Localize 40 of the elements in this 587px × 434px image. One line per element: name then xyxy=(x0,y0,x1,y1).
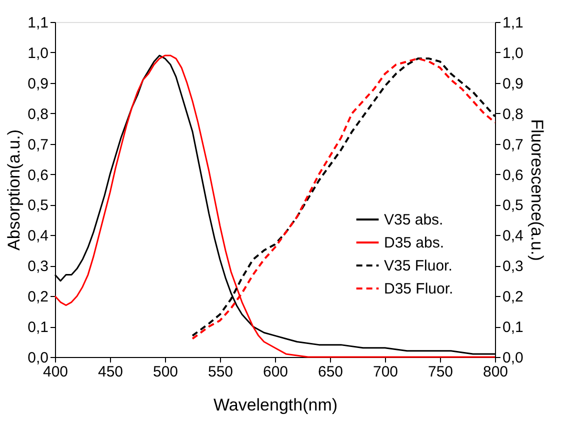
x-tick-label: 450 xyxy=(98,364,124,380)
y2-tick-label: 0,8 xyxy=(502,106,524,123)
y2-tick-label: 0,0 xyxy=(502,350,524,366)
x-tick-label: 750 xyxy=(428,364,454,380)
y-tick-label: 0,2 xyxy=(28,288,48,306)
y2-tick-label: 1,0 xyxy=(502,44,524,62)
y2-tick-label: 0,5 xyxy=(502,197,524,214)
x-tick-label: 600 xyxy=(262,364,288,380)
y2-tick-label: 0,9 xyxy=(502,75,524,92)
x-tick-label: 700 xyxy=(372,364,398,380)
legend-label: D35 Fluor. xyxy=(384,280,454,298)
y-tick-label: 0,3 xyxy=(28,258,48,276)
y-axis-title: Absorption(a.u.) xyxy=(4,130,24,250)
y2-tick-label: 0,4 xyxy=(502,228,524,245)
y2-axis-title: Fluorescence(a.u.) xyxy=(527,119,546,261)
y-tick-label: 0,5 xyxy=(28,197,48,214)
y-tick-label: 0,0 xyxy=(28,350,48,366)
x-tick-label: 800 xyxy=(482,364,508,380)
x-tick-label: 650 xyxy=(318,364,344,380)
x-tick-label: 500 xyxy=(152,364,178,380)
y2-tick-label: 0,2 xyxy=(502,288,524,306)
y2-tick-label: 0,1 xyxy=(502,319,524,336)
y2-tick-label: 0,6 xyxy=(502,166,524,184)
x-tick-label: 400 xyxy=(42,364,68,380)
y2-tick-label: 1,1 xyxy=(502,14,524,32)
y-tick-label: 1,0 xyxy=(28,44,48,62)
y-tick-label: 0,1 xyxy=(28,319,48,336)
y-tick-label: 1,1 xyxy=(28,14,48,32)
legend-label: V35 abs. xyxy=(384,212,444,228)
y2-tick-label: 0,3 xyxy=(502,258,524,276)
y-tick-label: 0,4 xyxy=(28,228,48,245)
legend-label: V35 Fluor. xyxy=(384,258,452,274)
x-tick-label: 550 xyxy=(208,364,234,380)
y2-tick-label: 0,7 xyxy=(502,136,524,154)
y-tick-label: 0,6 xyxy=(28,166,48,184)
y-tick-label: 0,8 xyxy=(28,106,48,123)
x-axis-title: Wavelength(nm) xyxy=(213,396,338,414)
y-tick-label: 0,9 xyxy=(28,75,48,92)
legend-label: D35 abs. xyxy=(384,234,444,252)
y-tick-label: 0,7 xyxy=(28,136,48,154)
